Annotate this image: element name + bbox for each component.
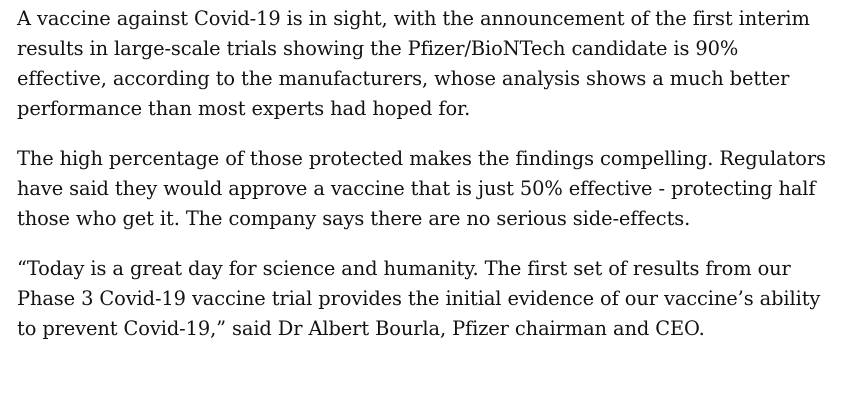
article-paragraph-1: A vaccine against Covid-19 is in sight, … [17, 7, 810, 120]
article-paragraph-2: The high percentage of those protected m… [17, 147, 826, 230]
article-paragraph-3: “Today is a great day for science and hu… [17, 257, 821, 340]
